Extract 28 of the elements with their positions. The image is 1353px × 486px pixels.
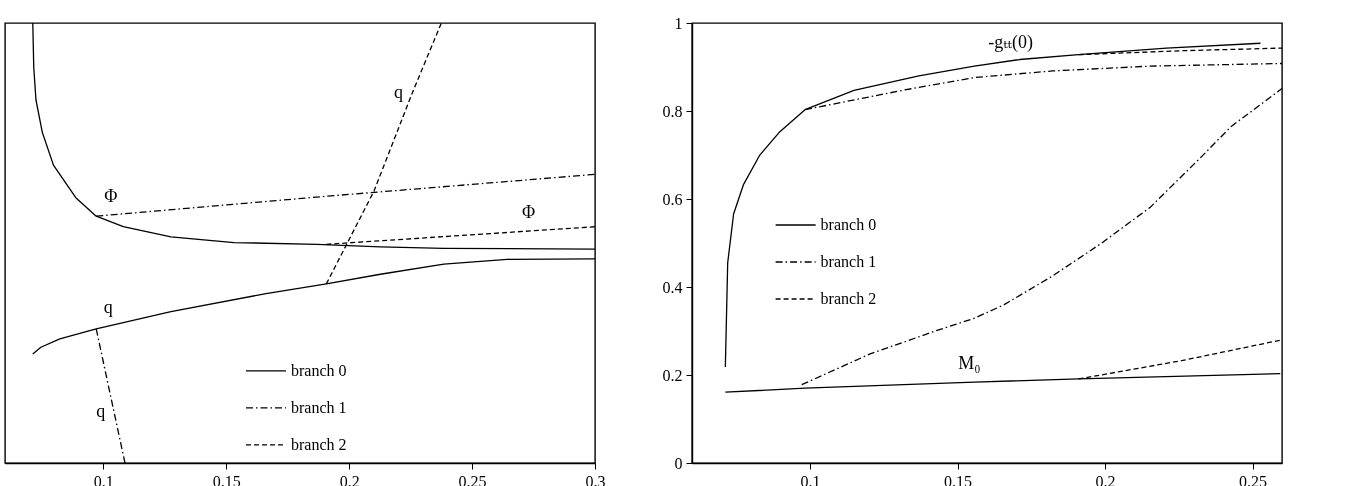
legend-label: branch 0: [291, 361, 347, 379]
annotation: M₀: [958, 353, 981, 374]
annotation: Φ: [104, 185, 118, 206]
legend-label: branch 2: [820, 290, 877, 307]
y-tick-label: 0.4: [662, 278, 683, 296]
x-tick-label: 0.2: [339, 472, 360, 486]
annotation: Φ: [522, 202, 536, 223]
x-tick-label: 0.3: [585, 472, 606, 486]
y-tick-label: 1: [674, 14, 683, 32]
x-tick-label: 0.1: [93, 472, 114, 486]
legend-label: branch 2: [291, 435, 347, 453]
annotation: q: [394, 82, 404, 103]
x-tick-label: 0.1: [800, 472, 821, 486]
legend-label: branch 1: [291, 398, 347, 416]
y-tick-label: 0.6: [662, 190, 683, 208]
legend-label: branch 0: [820, 216, 877, 233]
legend-label: branch 1: [820, 253, 877, 270]
x-tick-label: 0.2: [1095, 472, 1116, 486]
y-tick-label: 0: [674, 454, 683, 472]
x-tick-label: 0.25: [458, 472, 487, 486]
annotation: q: [103, 297, 113, 318]
y-tick-label: 0.2: [662, 366, 683, 384]
y-tick-label: 0.8: [662, 102, 683, 120]
annotation: q: [96, 401, 106, 422]
x-tick-label: 0.15: [212, 472, 241, 486]
x-tick-label: 0.15: [944, 472, 972, 486]
annotation: -gₜₜ(0): [988, 31, 1034, 53]
x-tick-label: 0.25: [1239, 472, 1267, 486]
